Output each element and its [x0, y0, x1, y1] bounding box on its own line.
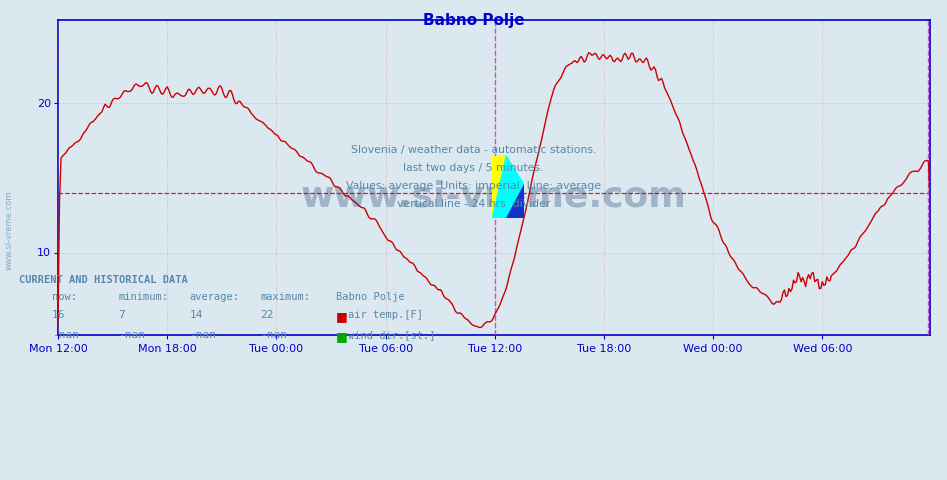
- Text: ■: ■: [336, 330, 348, 343]
- Text: average:: average:: [189, 292, 240, 302]
- Text: 14: 14: [189, 310, 203, 320]
- Polygon shape: [507, 184, 524, 218]
- Text: 16: 16: [52, 310, 65, 320]
- Text: www.si-vreme.com: www.si-vreme.com: [301, 180, 687, 214]
- Text: last two days / 5 minutes.: last two days / 5 minutes.: [403, 163, 544, 173]
- Text: -nan: -nan: [189, 330, 217, 340]
- Text: maximum:: maximum:: [260, 292, 311, 302]
- Text: Values: average  Units: imperial  Line: average: Values: average Units: imperial Line: av…: [346, 181, 601, 191]
- Polygon shape: [492, 156, 507, 218]
- Polygon shape: [492, 156, 524, 218]
- Text: 7: 7: [118, 310, 125, 320]
- Text: Babno Polje: Babno Polje: [422, 13, 525, 28]
- Text: CURRENT AND HISTORICAL DATA: CURRENT AND HISTORICAL DATA: [19, 275, 188, 285]
- Text: vertical line - 24 hrs  divider: vertical line - 24 hrs divider: [397, 199, 550, 209]
- Text: -nan: -nan: [118, 330, 146, 340]
- Text: -nan: -nan: [260, 330, 288, 340]
- Text: -nan: -nan: [52, 330, 80, 340]
- Text: wind dir.[st.]: wind dir.[st.]: [348, 330, 436, 340]
- Text: now:: now:: [52, 292, 77, 302]
- Text: ■: ■: [336, 310, 348, 323]
- Text: minimum:: minimum:: [118, 292, 169, 302]
- Text: www.si-vreme.com: www.si-vreme.com: [5, 191, 14, 270]
- Text: 22: 22: [260, 310, 274, 320]
- Text: Babno Polje: Babno Polje: [336, 292, 405, 302]
- Text: Slovenia / weather data - automatic stations.: Slovenia / weather data - automatic stat…: [350, 145, 597, 155]
- Text: air temp.[F]: air temp.[F]: [348, 310, 423, 320]
